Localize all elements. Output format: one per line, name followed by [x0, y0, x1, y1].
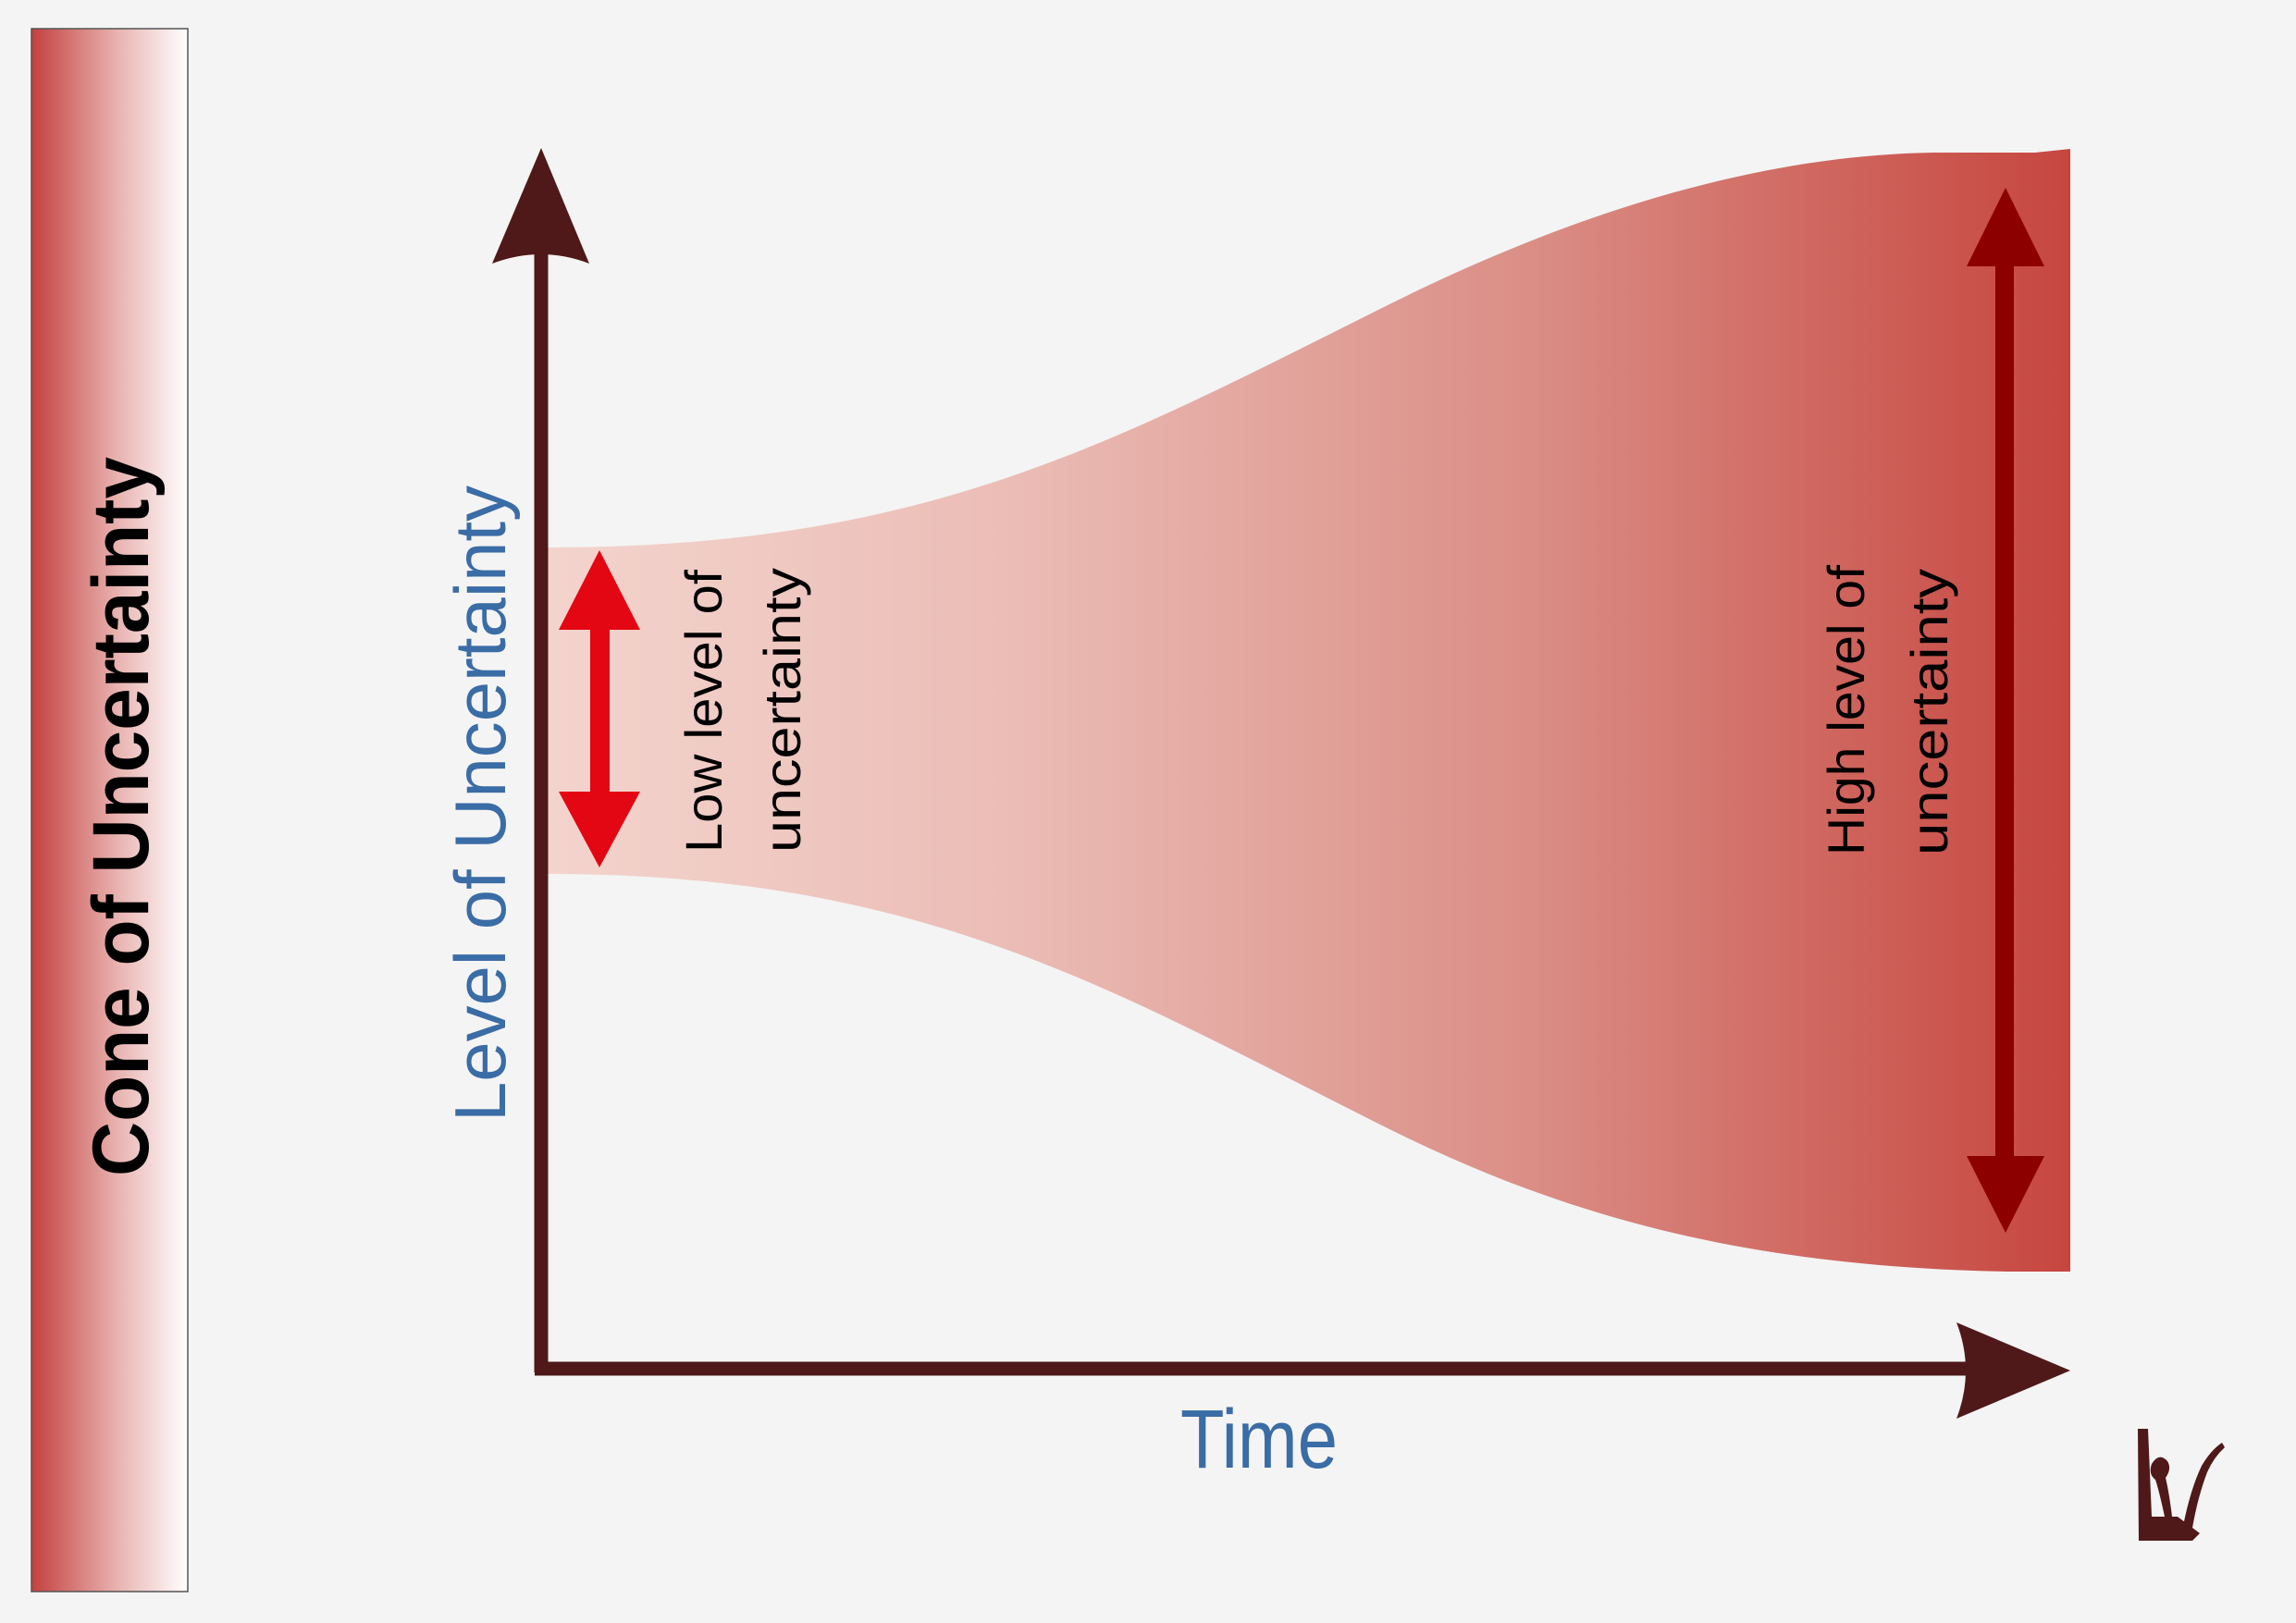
- high-label-line1: High level of: [1817, 565, 1875, 855]
- low-arrow-head-up: [559, 550, 640, 630]
- axes: [492, 148, 2070, 1419]
- diagram-title: Cone of Uncertainty: [77, 457, 166, 1176]
- uncertainty-cone: [548, 149, 2070, 1272]
- high-arrow-head-down: [1967, 1156, 2044, 1233]
- low-label-line1: Low level of: [674, 570, 733, 853]
- high-arrow-head-up: [1967, 188, 2044, 266]
- high-arrow-shaft: [1995, 254, 2014, 1179]
- low-uncertainty-label: Low level of uncertainty: [674, 568, 811, 853]
- high-uncertainty-arrow: [1967, 188, 2044, 1233]
- title-band: Cone of Uncertainty: [31, 28, 189, 1592]
- low-arrow-head-down: [559, 792, 640, 867]
- low-label-line2: uncertainty: [753, 568, 811, 853]
- x-axis-label: Time: [1180, 1394, 1338, 1486]
- high-label-line2: uncertainty: [1900, 569, 1958, 855]
- signature-logo-icon: [2138, 1429, 2225, 1541]
- low-uncertainty-arrow: [559, 550, 640, 867]
- title-band-gradient: [31, 28, 189, 1592]
- y-axis-arrowhead: [492, 148, 589, 264]
- high-uncertainty-label: High level of uncertainty: [1817, 565, 1958, 855]
- y-axis-label: Level of Uncertainty: [439, 486, 521, 1122]
- x-axis-arrowhead: [1957, 1322, 2070, 1419]
- low-arrow-shaft: [590, 624, 610, 800]
